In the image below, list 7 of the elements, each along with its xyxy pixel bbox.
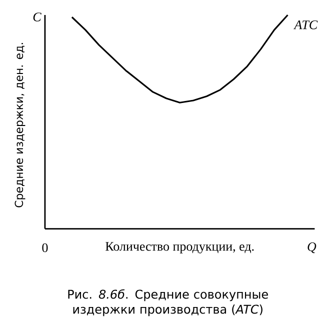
text: Q — [308, 242, 316, 254]
text: Рис. 8.6б. Средние совокупные издержки производства (ATC) — [68, 289, 268, 316]
y-axis-title: Средние издержки, ден. ед. — [14, 43, 26, 208]
series-label: ATC — [294, 20, 318, 30]
x-axis-title: Количество продукции, ед. — [106, 242, 254, 254]
text: 0 — [42, 244, 48, 252]
text: C — [33, 12, 42, 22]
